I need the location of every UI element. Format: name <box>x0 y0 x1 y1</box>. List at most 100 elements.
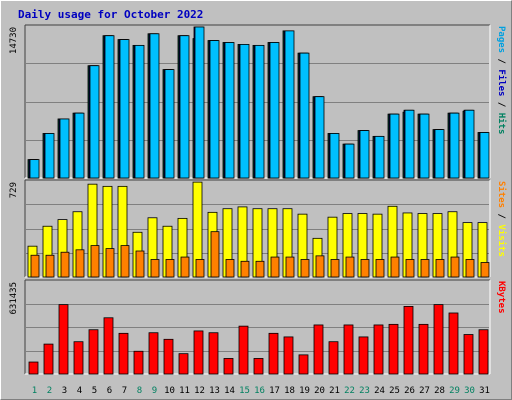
bar-pages-13 <box>209 40 220 179</box>
bar-kbytes-15 <box>238 325 249 375</box>
bar-pages-4 <box>74 112 85 179</box>
bar-kbytes-28 <box>433 304 444 375</box>
x-tick-label-11: 11 <box>179 386 190 396</box>
bar-sites-28 <box>435 259 445 278</box>
panel-2-max-label: 631435 <box>9 282 19 315</box>
bar-pages-21 <box>329 133 340 179</box>
bar-pages-20 <box>314 96 325 179</box>
bar-pages-10 <box>164 69 175 179</box>
bar-pages-8 <box>134 44 145 179</box>
x-tick-label-15: 15 <box>239 386 250 396</box>
bar-kbytes-18 <box>283 336 294 375</box>
x-tick-label-18: 18 <box>284 386 295 396</box>
bar-sites-12 <box>195 259 205 278</box>
x-tick-label-6: 6 <box>107 386 112 396</box>
x-tick-label-25: 25 <box>389 386 400 396</box>
x-tick-label-1: 1 <box>32 386 37 396</box>
x-tick-label-12: 12 <box>194 386 205 396</box>
bar-pages-26 <box>404 109 415 179</box>
bar-kbytes-14 <box>223 358 234 375</box>
x-tick-label-7: 7 <box>122 386 127 396</box>
bar-kbytes-12 <box>193 330 204 375</box>
bar-pages-7 <box>119 39 130 179</box>
chart-title: Daily usage for October 2022 <box>18 8 204 21</box>
bar-pages-31 <box>479 132 490 179</box>
bar-pages-30 <box>464 109 475 179</box>
bar-kbytes-11 <box>178 353 189 375</box>
bar-pages-24 <box>374 135 385 179</box>
bar-kbytes-2 <box>43 343 54 375</box>
bar-sites-27 <box>420 259 430 278</box>
bar-sites-22 <box>345 256 355 278</box>
x-tick-label-31: 31 <box>479 386 490 396</box>
x-tick-label-17: 17 <box>269 386 280 396</box>
x-tick-label-21: 21 <box>329 386 340 396</box>
bar-pages-22 <box>344 143 355 179</box>
bar-kbytes-3 <box>58 304 69 375</box>
bar-sites-14 <box>225 259 235 278</box>
bar-sites-11 <box>180 256 190 278</box>
bar-pages-6 <box>104 35 115 179</box>
x-tick-label-16: 16 <box>254 386 265 396</box>
bar-pages-15 <box>239 44 250 179</box>
bar-sites-4 <box>75 249 85 278</box>
bar-kbytes-27 <box>418 323 429 375</box>
bar-pages-12 <box>194 26 205 179</box>
bar-pages-17 <box>269 42 280 179</box>
bar-pages-2 <box>44 133 55 179</box>
bar-sites-10 <box>165 259 175 278</box>
bar-pages-29 <box>449 112 460 179</box>
bar-kbytes-23 <box>358 336 369 375</box>
bar-sites-15 <box>240 260 250 278</box>
panel-1-legend: Sites / Visits <box>496 181 507 257</box>
bar-sites-20 <box>315 255 325 278</box>
x-tick-label-8: 8 <box>137 386 142 396</box>
panel-2-legend: KBytes <box>496 281 506 314</box>
bar-sites-5 <box>90 245 100 278</box>
bar-sites-25 <box>390 256 400 278</box>
bar-sites-2 <box>45 254 55 278</box>
x-tick-label-5: 5 <box>92 386 97 396</box>
bar-kbytes-30 <box>463 334 474 375</box>
x-tick-label-26: 26 <box>404 386 415 396</box>
bar-sites-17 <box>270 256 280 278</box>
bar-sites-24 <box>375 259 385 278</box>
bar-sites-30 <box>465 259 475 278</box>
x-tick-label-23: 23 <box>359 386 370 396</box>
legend-entry-0: KBytes <box>496 281 506 314</box>
x-tick-label-22: 22 <box>344 386 355 396</box>
bar-pages-27 <box>419 113 430 179</box>
bar-sites-19 <box>300 259 310 278</box>
bar-kbytes-29 <box>448 312 459 375</box>
bar-kbytes-9 <box>148 332 159 375</box>
bar-kbytes-31 <box>478 329 489 375</box>
bar-kbytes-4 <box>73 341 84 375</box>
bar-pages-9 <box>149 33 160 179</box>
x-tick-label-28: 28 <box>434 386 445 396</box>
panel-0-max-label: 14730 <box>9 27 19 54</box>
bar-sites-13 <box>210 231 220 278</box>
legend-entry-3: / <box>496 96 506 112</box>
x-tick-label-14: 14 <box>224 386 235 396</box>
bar-pages-16 <box>254 44 265 179</box>
legend-entry-1: / <box>496 208 506 224</box>
bar-pages-1 <box>29 159 40 179</box>
bar-kbytes-25 <box>388 323 399 375</box>
bar-kbytes-13 <box>208 332 219 375</box>
bar-pages-25 <box>389 113 400 179</box>
bar-kbytes-10 <box>163 338 174 375</box>
x-tick-label-24: 24 <box>374 386 385 396</box>
bar-sites-26 <box>405 259 415 278</box>
legend-entry-0: Pages <box>496 26 506 53</box>
bar-kbytes-5 <box>88 329 99 375</box>
bar-pages-5 <box>89 65 100 179</box>
bar-pages-28 <box>434 129 445 179</box>
x-tick-label-19: 19 <box>299 386 310 396</box>
bar-pages-3 <box>59 118 70 179</box>
x-tick-label-30: 30 <box>464 386 475 396</box>
bar-sites-29 <box>450 256 460 278</box>
bar-kbytes-8 <box>133 350 144 375</box>
bar-kbytes-22 <box>343 324 354 375</box>
panel-0-legend: Pages / Files / Hits <box>496 26 507 134</box>
